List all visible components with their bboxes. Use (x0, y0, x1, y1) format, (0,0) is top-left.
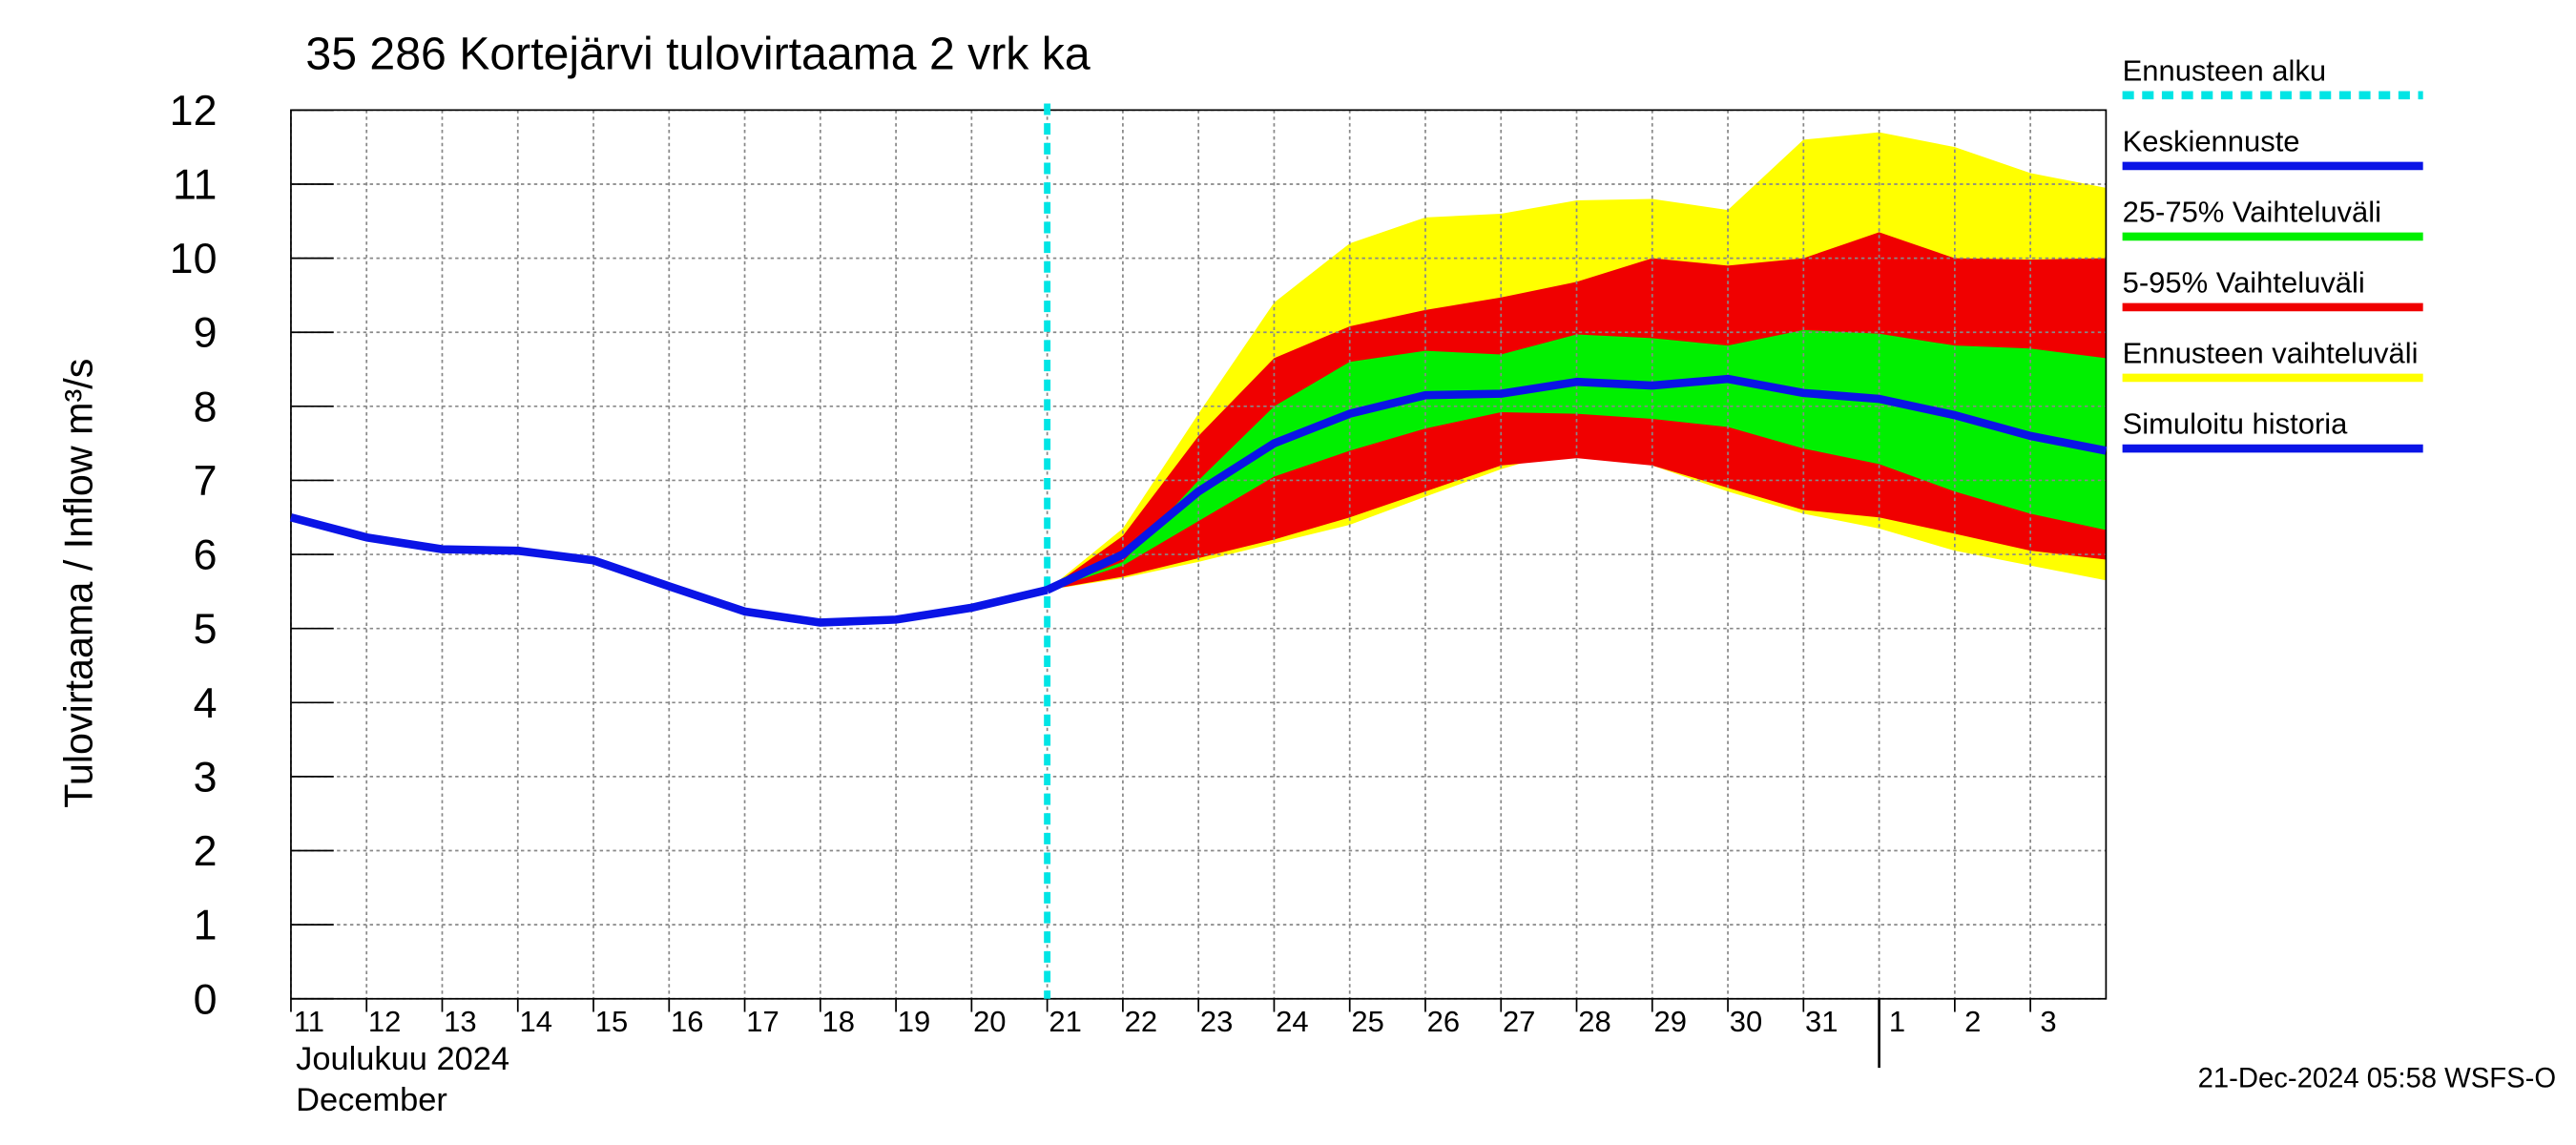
legend-label: Simuloitu historia (2123, 407, 2349, 441)
x-tick-label: 15 (595, 1005, 628, 1038)
x-tick-label: 29 (1653, 1005, 1686, 1038)
plot-frame (290, 109, 2108, 1000)
y-tick-label: 8 (194, 383, 218, 430)
x-tick-label: 24 (1276, 1005, 1308, 1038)
y-tick-label: 4 (194, 679, 218, 727)
y-tick-label: 0 (194, 975, 218, 1023)
x-tick-label: 3 (2040, 1005, 2056, 1038)
legend-label: Ennusteen alku (2123, 53, 2327, 87)
x-tick-label: 1 (1889, 1005, 1905, 1038)
y-tick-label: 5 (194, 605, 218, 653)
y-tick-label: 12 (170, 87, 218, 135)
x-tick-label: 31 (1805, 1005, 1838, 1038)
legend-label: 5-95% Vaihteluväli (2123, 265, 2365, 299)
series-line (1045, 374, 2108, 594)
y-tick-label: 1 (194, 902, 218, 949)
x-tick-label: 30 (1730, 1005, 1762, 1038)
chart-title: 35 286 Kortejärvi tulovirtaama 2 vrk ka (305, 28, 1090, 79)
y-tick-label: 7 (194, 457, 218, 505)
footer: 21-Dec-2024 05:58 WSFS-O (2198, 1064, 2557, 1094)
y-tick-label: 2 (194, 827, 218, 875)
x-tick-label: 12 (368, 1005, 401, 1038)
x-tick-label: 2 (1964, 1005, 1981, 1038)
x-tick-label: 22 (1125, 1005, 1157, 1038)
y-tick-label: 10 (170, 235, 218, 282)
x-tick-label: 25 (1351, 1005, 1383, 1038)
x-tick-label: 13 (444, 1005, 476, 1038)
y-tick-label: 11 (173, 160, 217, 208)
x-tick-label: 19 (898, 1005, 930, 1038)
y-tick-label: 9 (194, 309, 218, 357)
legend-label: Ennusteen vaihteluväli (2123, 336, 2419, 369)
x-tick-label: 23 (1200, 1005, 1233, 1038)
y-tick-label: 3 (194, 753, 218, 801)
x-tick-label: 18 (822, 1005, 855, 1038)
series-line (289, 513, 1049, 627)
x-tick-label: 14 (519, 1005, 551, 1038)
y-tick-label: 6 (194, 531, 218, 579)
x-tick-label: 26 (1427, 1005, 1460, 1038)
x-axis-label-fi: Joulukuu 2024 (296, 1041, 509, 1077)
x-tick-label: 16 (671, 1005, 703, 1038)
x-tick-label: 20 (973, 1005, 1006, 1038)
x-tick-label: 28 (1578, 1005, 1610, 1038)
legend-label: 25-75% Vaihteluväli (2123, 195, 2381, 228)
x-tick-label: 27 (1503, 1005, 1535, 1038)
x-tick-label: 11 (294, 1005, 324, 1038)
x-tick-label: 17 (746, 1005, 779, 1038)
legend-label: Keskiennuste (2123, 124, 2300, 157)
y-axis-label: Tulovirtaama / Inflow m³/s (57, 359, 101, 808)
x-axis-label-en: December (296, 1082, 447, 1118)
x-tick-label: 21 (1049, 1005, 1081, 1038)
